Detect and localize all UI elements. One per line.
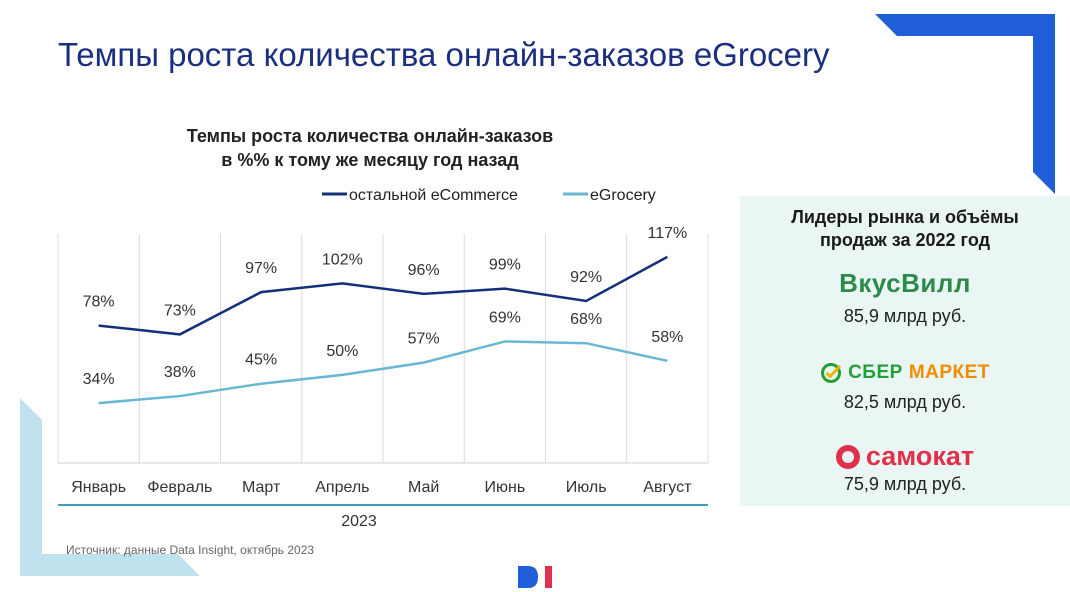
series-line-ecommerce — [98, 255, 668, 336]
slide-title: Темпы роста количества онлайн-заказов eG… — [58, 36, 830, 73]
x-tick-label: Июнь — [485, 479, 526, 496]
market-leaders-panel: Лидеры рынка и объёмы продаж за 2022 год… — [740, 196, 1070, 506]
x-tick-label: Август — [643, 479, 692, 496]
data-label: 97% — [245, 260, 277, 277]
data-label: 73% — [164, 302, 196, 319]
data-label: 58% — [651, 329, 683, 346]
line-chart: остальной eCommerce eGrocery 78% 73% 97% 10… — [57, 187, 709, 530]
corner-decoration-bottom-left — [20, 398, 200, 576]
data-label: 69% — [489, 309, 521, 326]
data-label: 92% — [570, 269, 602, 286]
samokat-sales: 75,9 млрд руб. — [843, 474, 967, 494]
x-tick-label: Февраль — [147, 479, 212, 496]
data-label: 78% — [83, 294, 115, 311]
data-label: 68% — [570, 311, 602, 328]
panel-title-line-1: Лидеры рынка и объёмы — [791, 207, 1019, 227]
series-line-egrocery — [98, 340, 668, 405]
legend-label-ecommerce: остальной eCommerce — [349, 187, 518, 204]
market-wordmark: МАРКЕТ — [908, 362, 990, 383]
data-label: 50% — [326, 343, 358, 360]
sbermarket-sales: 82,5 млрд руб. — [843, 392, 967, 412]
data-label: 99% — [489, 257, 521, 274]
di-logo-i — [545, 566, 552, 588]
label-layer: 78% 73% 97% 102% 96% 99% 92% 117% 34% 38% 45% 50% 57… — [83, 225, 688, 388]
x-tick-label: Март — [242, 479, 281, 496]
di-logo-d — [518, 566, 538, 588]
chart-title-line-1: Темпы роста количества онлайн-заказов — [186, 126, 554, 146]
x-tick-label: Май — [408, 479, 439, 496]
data-label: 45% — [245, 352, 277, 369]
x-tick-label: Январь — [71, 479, 126, 496]
samokat-circle-icon — [835, 444, 860, 469]
chart-title: Темпы роста количества онлайн-заказов в … — [100, 124, 640, 172]
grid-layer — [57, 234, 709, 464]
source-note: Источник: данные Data Insight, октябрь 2… — [66, 543, 315, 557]
x-tick-label: Апрель — [315, 479, 369, 496]
di-logo-text: DI — [518, 564, 520, 565]
x-axis-title: 2023 — [341, 513, 377, 530]
line-layer — [98, 255, 668, 405]
chart-legend: остальной eCommerce eGrocery — [322, 187, 656, 204]
legend-label-egrocery: eGrocery — [590, 187, 656, 204]
samokat-logo: самокат — [740, 441, 1070, 474]
x-tick-label: Июль — [566, 479, 607, 496]
sbermarket-logo: СБЕР МАРКЕТ — [740, 362, 1070, 389]
corner-decoration-top-right — [875, 14, 1055, 194]
vkusvill-wordmark: ВкусВилл — [839, 268, 971, 298]
vkusvill-logo: ВкусВилл — [740, 268, 1070, 299]
data-label: 96% — [408, 262, 440, 279]
axis-layer: Январь Февраль Март Апрель Май Июнь Июль Август — [71, 479, 692, 496]
corner-bracket-shape — [20, 398, 200, 576]
data-label: 117% — [648, 225, 688, 242]
data-label: 102% — [322, 251, 363, 268]
panel-title-line-2: продаж за 2022 год — [819, 230, 991, 250]
sber-wordmark: СБЕР — [848, 362, 903, 383]
sber-check-icon — [821, 363, 842, 383]
corner-bracket-shape — [875, 14, 1055, 194]
data-insight-logo: DI — [518, 564, 552, 588]
chart-title-line-2: в %% к тому же месяцу год назад — [221, 150, 519, 170]
data-label: 34% — [83, 371, 115, 388]
panel-title: Лидеры рынка и объёмы продаж за 2022 год — [740, 206, 1070, 252]
samokat-wordmark: самокат — [865, 441, 975, 471]
vkusvill-sales: 85,9 млрд руб. — [843, 306, 967, 326]
data-label: 38% — [164, 364, 196, 381]
data-label: 57% — [408, 331, 440, 348]
